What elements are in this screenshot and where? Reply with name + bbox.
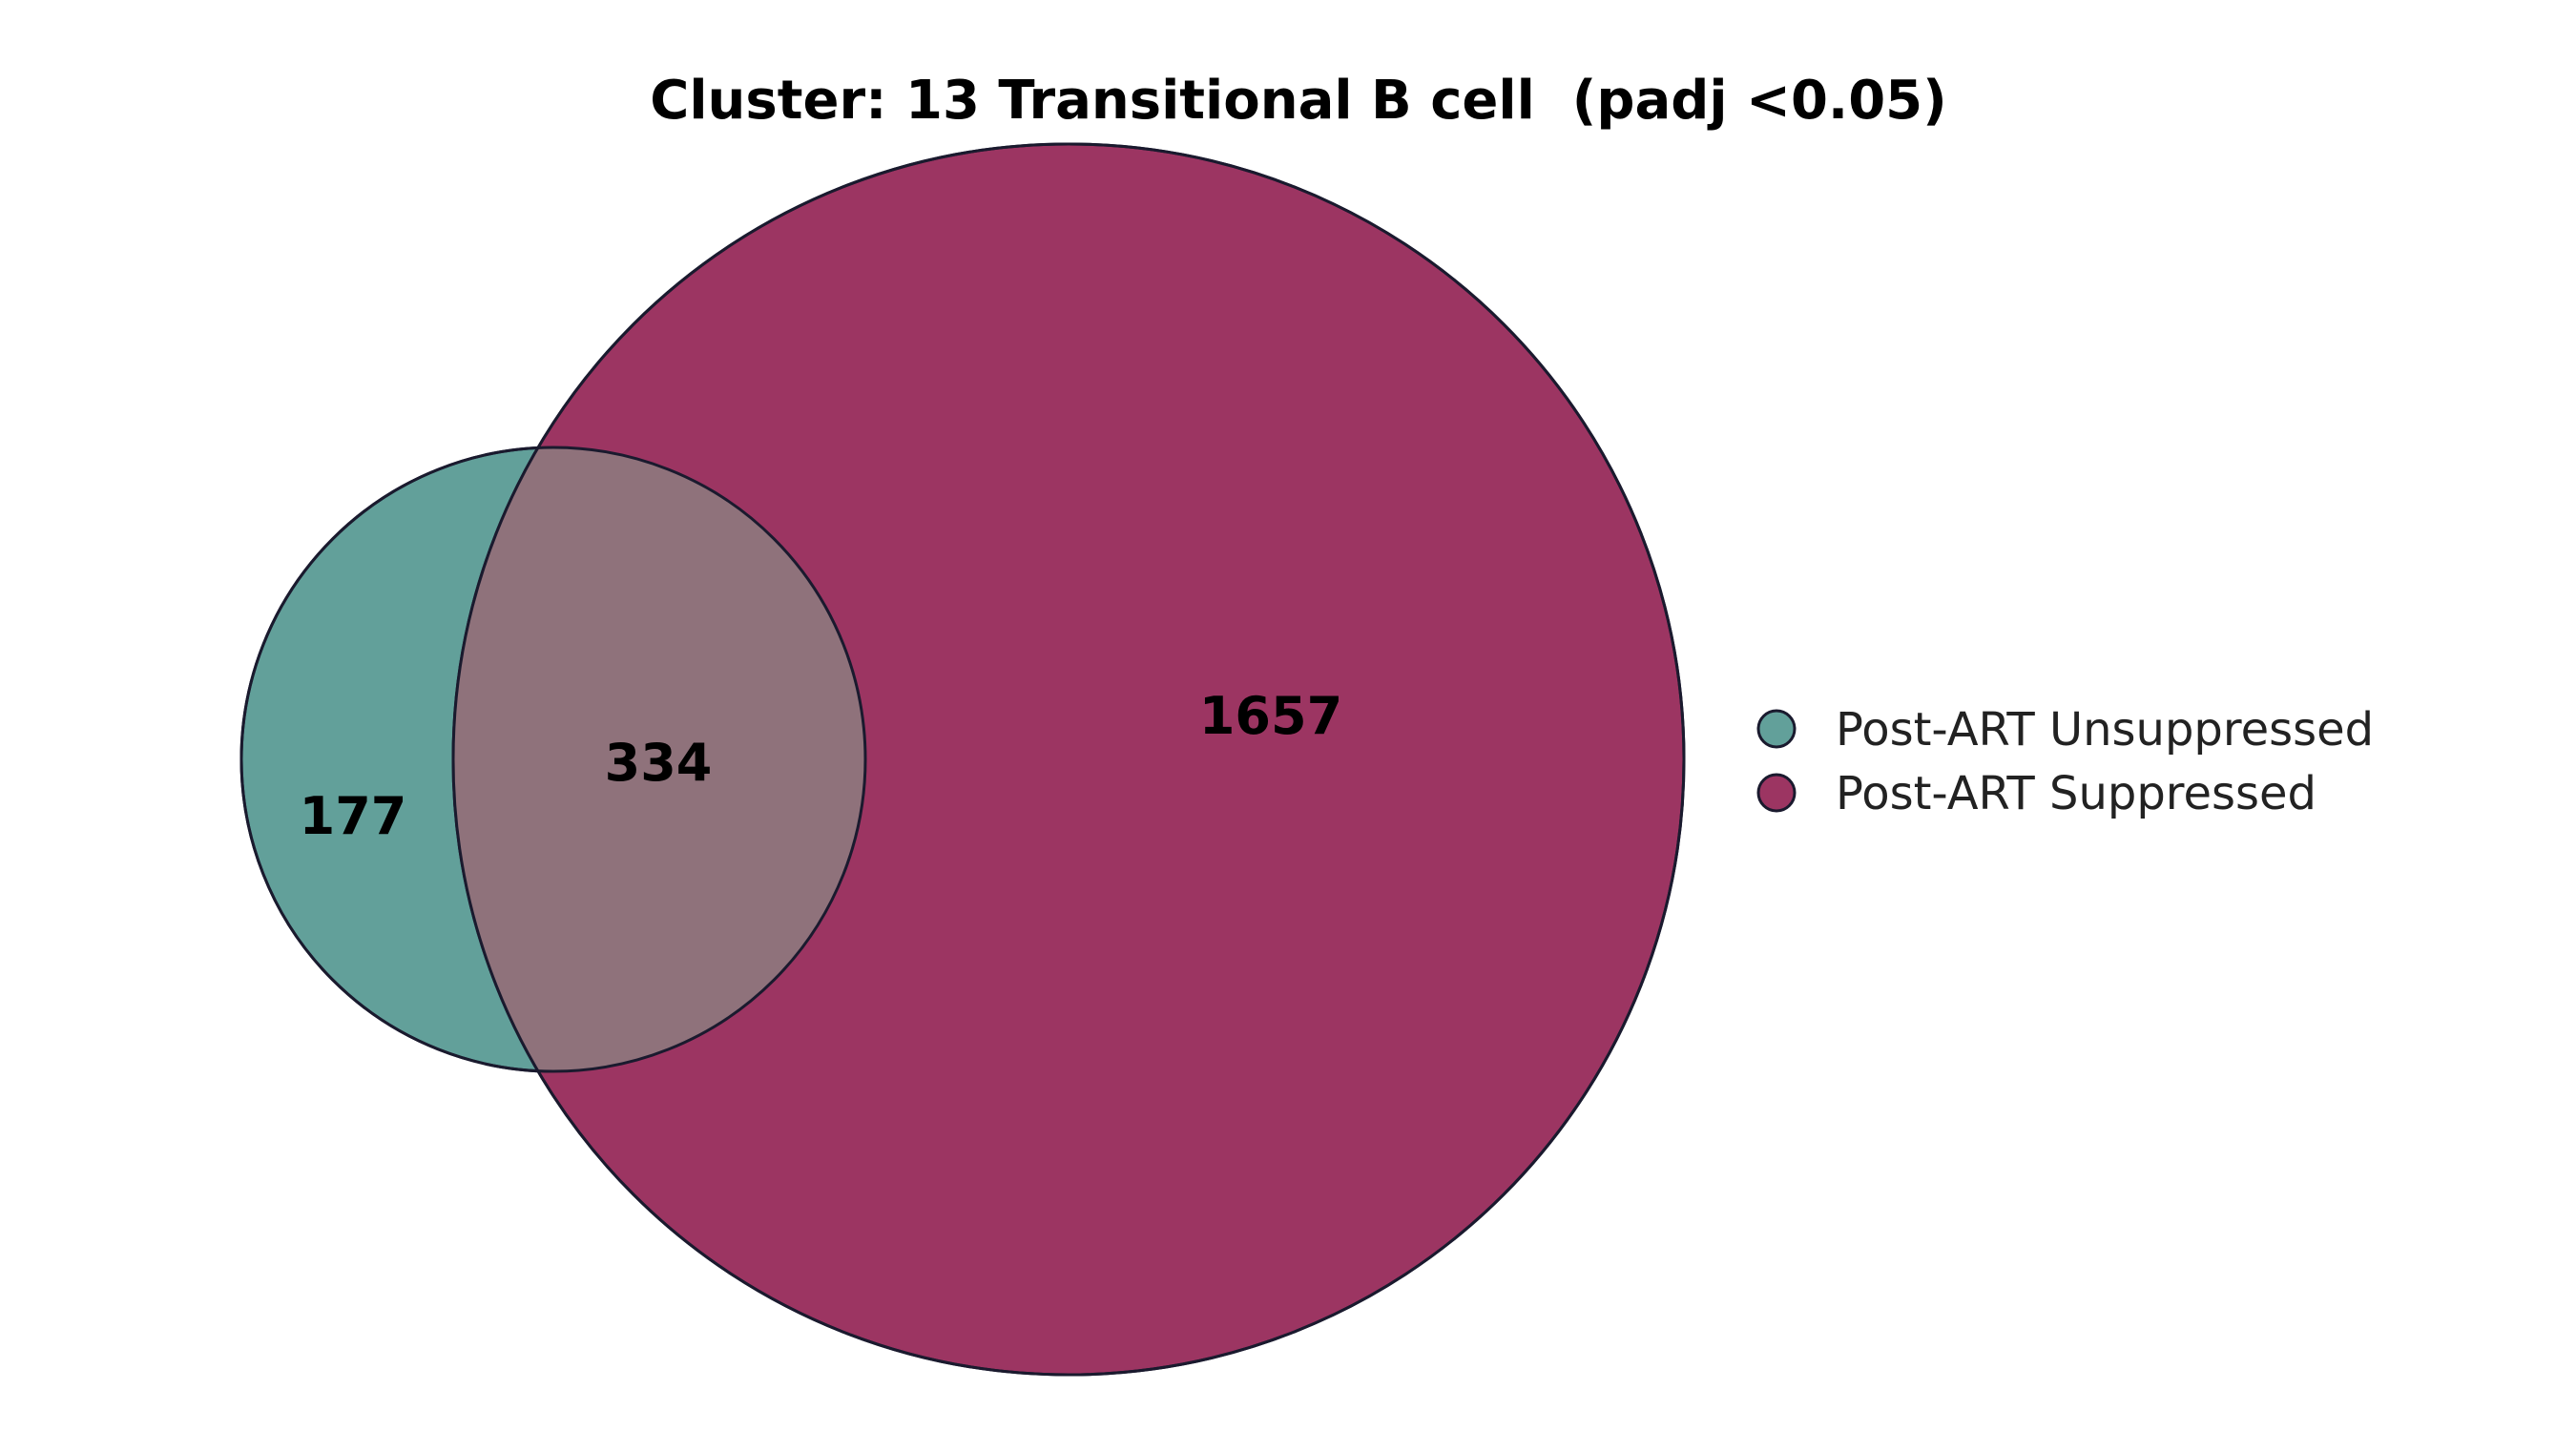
- legend-swatch-suppressed: [1756, 773, 1797, 813]
- diagram-title: Cluster: 13 Transitional B cell (padj <0…: [650, 70, 1946, 132]
- set-outline-unsuppressed: [239, 446, 867, 1073]
- count-suppressed-only: 1657: [1199, 686, 1342, 746]
- legend-item-suppressed: Post-ART Suppressed: [1756, 767, 2316, 820]
- legend: Post-ART Unsuppressed Post-ART Suppresse…: [1756, 703, 2374, 820]
- legend-swatch-unsuppressed: [1756, 709, 1797, 749]
- legend-label-unsuppressed: Post-ART Unsuppressed: [1836, 703, 2374, 757]
- set-outline-suppressed: [451, 142, 1686, 1377]
- count-unsuppressed-only: 177: [300, 786, 407, 846]
- legend-label-suppressed: Post-ART Suppressed: [1836, 767, 2316, 820]
- count-intersection: 334: [605, 733, 713, 793]
- legend-item-unsuppressed: Post-ART Unsuppressed: [1756, 703, 2374, 757]
